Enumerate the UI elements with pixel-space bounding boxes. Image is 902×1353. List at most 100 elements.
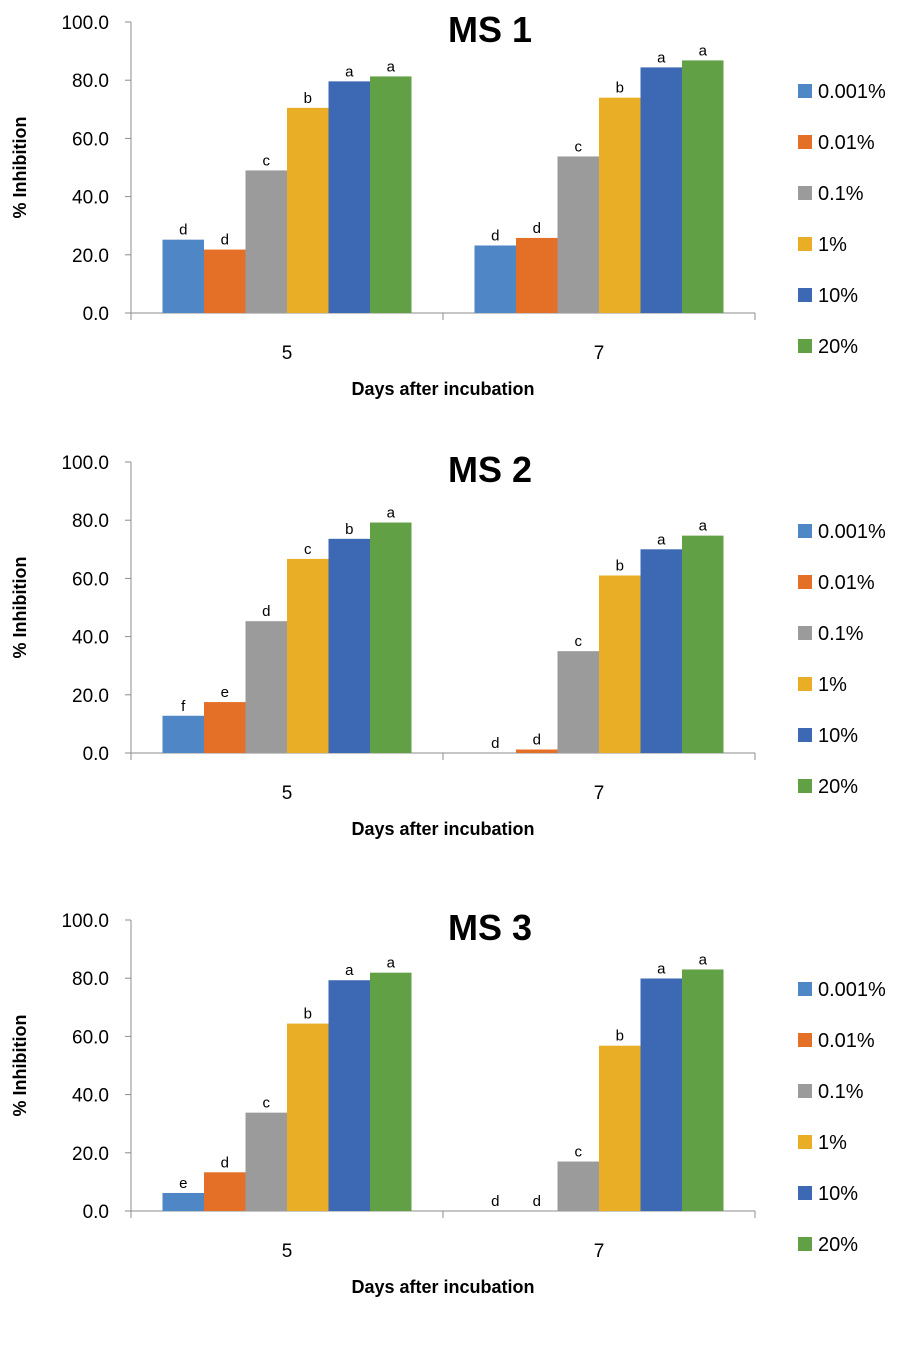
significance-label: d [221,232,229,249]
y-tick-label: 60.0 [72,1027,109,1048]
y-tick-label: 0.0 [83,304,109,325]
bar [287,1023,329,1211]
bar [516,237,558,313]
y-tick-label: 100.0 [61,13,109,34]
chart-panel: 0.0 20.0 40.0 60.0 80.0 100.0 e d c b a a 5 d d c b a a 7 MS… [0,898,902,1353]
x-tick-label: 5 [282,343,293,364]
bar [162,715,204,753]
y-axis-label: % Inhibition [10,1015,30,1117]
legend-swatch [798,677,812,691]
significance-label: a [387,505,396,522]
bar [599,97,641,313]
legend-label: 0.01% [818,572,875,594]
bar [287,107,329,313]
significance-label: a [699,42,708,59]
significance-label: a [699,518,708,535]
significance-label: e [179,1175,187,1192]
legend: 0.001% 0.01% 0.1% 1% 10% 20% [798,979,886,1256]
y-tick-label: 40.0 [72,1086,109,1107]
y-tick-label: 20.0 [72,686,109,707]
bar [245,170,287,313]
legend-swatch [798,1135,812,1149]
legend-swatch [798,779,812,793]
legend-label: 0.1% [818,623,864,645]
bar [474,245,516,313]
significance-label: b [616,80,624,97]
legend-label: 0.01% [818,132,875,154]
x-axis-label: Days after incubation [351,379,534,399]
bar [640,67,682,313]
bar [599,1045,641,1211]
legend-swatch [798,1237,812,1251]
bar [640,549,682,753]
legend-label: 10% [818,285,858,307]
y-tick-label: 40.0 [72,628,109,649]
chart-svg: 0.0 20.0 40.0 60.0 80.0 100.0 f e d c b a 5 d d c b a a 7 MS… [10,449,886,839]
x-tick-label: 7 [594,343,605,364]
significance-label: a [345,962,354,979]
significance-label: a [699,951,708,968]
bar [682,60,724,313]
legend-swatch [798,135,812,149]
significance-label: c [575,138,583,155]
chart-title: MS 2 [448,449,532,490]
legend-label: 10% [818,725,858,747]
significance-label: d [491,735,499,752]
significance-label: c [575,633,583,650]
legend: 0.001% 0.01% 0.1% 1% 10% 20% [798,81,886,358]
significance-label: c [263,152,271,169]
chart-panel: 0.0 20.0 40.0 60.0 80.0 100.0 f e d c b a 5 d d c b a a 7 MS… [0,440,902,895]
bar [328,980,370,1211]
chart-title: MS 1 [448,9,532,50]
bar [640,978,682,1211]
legend-label: 0.01% [818,1030,875,1052]
legend-swatch [798,982,812,996]
legend-swatch [798,1033,812,1047]
significance-label: a [657,49,666,66]
bar [287,558,329,753]
y-tick-label: 80.0 [72,969,109,990]
legend-label: 0.001% [818,81,886,103]
legend-swatch [798,288,812,302]
bar [370,972,412,1211]
significance-label: d [533,732,541,749]
bar [599,575,641,753]
legend-swatch [798,1084,812,1098]
significance-label: d [533,220,541,237]
y-tick-label: 0.0 [83,1202,109,1223]
y-tick-label: 80.0 [72,511,109,532]
significance-label: e [221,684,229,701]
legend-swatch [798,626,812,640]
legend-label: 0.001% [818,521,886,543]
significance-label: b [616,1028,624,1045]
bar [557,651,599,753]
chart-title: MS 3 [448,907,532,948]
significance-label: a [657,531,666,548]
significance-label: b [345,521,353,538]
significance-label: a [345,63,354,80]
bar [370,522,412,753]
bar [204,249,246,313]
bar [162,239,204,313]
x-axis-label: Days after incubation [351,1277,534,1297]
legend: 0.001% 0.01% 0.1% 1% 10% 20% [798,521,886,798]
bar [328,81,370,313]
bar [557,1161,599,1211]
x-tick-label: 5 [282,783,293,804]
legend-swatch [798,575,812,589]
y-tick-label: 100.0 [61,453,109,474]
y-axis-label: % Inhibition [10,117,30,219]
significance-label: c [263,1095,271,1112]
bar [682,969,724,1211]
significance-label: d [221,1154,229,1171]
significance-label: a [657,960,666,977]
x-tick-label: 5 [282,1241,293,1262]
chart-svg: 0.0 20.0 40.0 60.0 80.0 100.0 d d c b a a 5 d d c b a a 7 MS… [10,9,886,399]
bar [245,1112,287,1211]
legend-swatch [798,339,812,353]
bar [516,749,558,753]
legend-label: 0.1% [818,183,864,205]
bar [370,76,412,314]
legend-label: 1% [818,234,847,256]
